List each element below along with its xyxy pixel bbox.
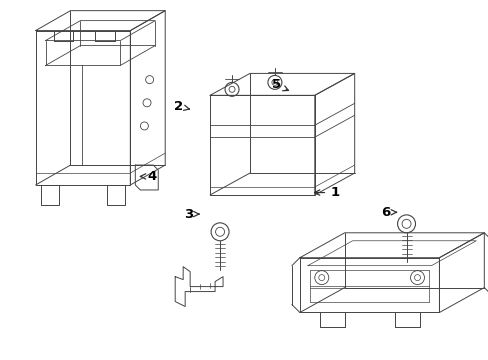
Text: 5: 5 — [271, 78, 288, 91]
Text: 1: 1 — [314, 186, 339, 199]
Text: 6: 6 — [381, 206, 396, 219]
Text: 4: 4 — [140, 170, 156, 183]
Text: 3: 3 — [183, 208, 199, 221]
Text: 2: 2 — [174, 100, 189, 113]
